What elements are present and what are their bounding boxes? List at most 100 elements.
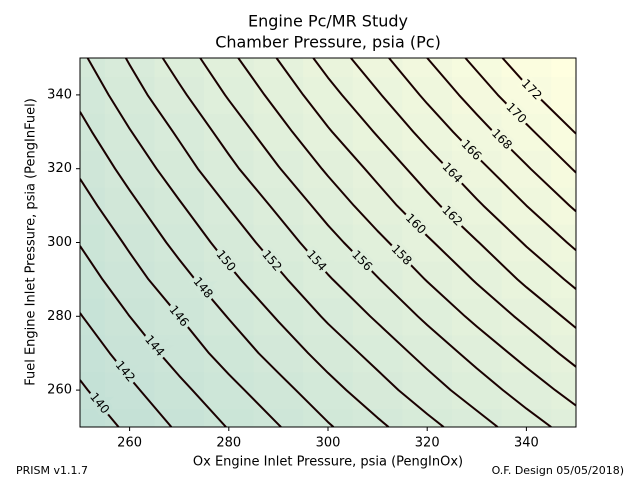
heat-cell <box>501 113 552 151</box>
heat-cell <box>352 334 403 373</box>
heat-cell <box>452 58 503 78</box>
x-tick-label: 260 <box>117 436 142 451</box>
heat-cell <box>204 113 255 151</box>
y-tick-label: 280 <box>47 309 72 324</box>
heat-cell <box>551 408 576 427</box>
contour-line <box>237 58 576 407</box>
heat-cell <box>452 297 503 336</box>
heat-cell <box>303 371 354 410</box>
heat-cell <box>253 260 304 299</box>
heat-cell <box>452 224 503 262</box>
heat-cell <box>452 187 503 225</box>
heat-cell <box>501 297 552 336</box>
contour-line <box>124 58 445 427</box>
x-tick-label: 300 <box>316 436 341 451</box>
heat-cell <box>501 58 552 78</box>
heat-cell <box>303 408 354 427</box>
heat-cell <box>551 76 576 114</box>
heat-cell <box>154 113 205 151</box>
heat-cell <box>352 76 403 114</box>
heat-cell <box>551 113 576 151</box>
y-tick-label: 320 <box>47 161 72 176</box>
heat-cell <box>253 187 304 225</box>
heat-cell <box>80 334 106 373</box>
heatmap <box>80 58 576 427</box>
heat-cell <box>154 187 205 225</box>
heat-cell <box>204 297 255 336</box>
heat-cell <box>204 408 255 427</box>
heat-cell <box>402 297 453 336</box>
heat-cell <box>303 113 354 151</box>
heat-cell <box>104 224 155 262</box>
contour-lines <box>80 58 576 427</box>
heat-cell <box>303 297 354 336</box>
footer-left: PRISM v1.1.7 <box>16 464 88 477</box>
chart-title: Engine Pc/MR Study <box>248 12 408 31</box>
heat-cell <box>551 334 576 373</box>
heat-cell <box>154 150 205 188</box>
heat-cell <box>104 58 155 78</box>
heat-cell <box>154 408 205 427</box>
contour-line <box>501 58 576 135</box>
heat-cell <box>154 334 205 373</box>
heat-cell <box>352 187 403 225</box>
heat-cell <box>80 150 106 188</box>
heat-cell <box>80 371 106 410</box>
heat-cell <box>154 58 205 78</box>
heat-cell <box>154 371 205 410</box>
heat-cell <box>551 224 576 262</box>
heat-cell <box>154 224 205 262</box>
y-tick-label: 300 <box>47 235 72 250</box>
footer-right: O.F. Design 05/05/2018) <box>492 464 624 477</box>
heat-cell <box>104 187 155 225</box>
x-tick-label: 340 <box>514 436 539 451</box>
heat-cell <box>80 408 106 427</box>
heat-cell <box>402 408 453 427</box>
contour-line <box>426 58 576 213</box>
contour-line <box>350 58 576 290</box>
heat-cell <box>80 260 106 299</box>
heat-cell <box>204 187 255 225</box>
contour-line <box>199 58 552 427</box>
heat-cell <box>452 371 503 410</box>
heat-cell <box>352 113 403 151</box>
heat-cell <box>501 260 552 299</box>
contour-line <box>80 178 282 427</box>
y-tick-label: 260 <box>47 383 72 398</box>
heat-cell <box>204 260 255 299</box>
heat-cell <box>80 187 106 225</box>
contour-line <box>86 58 390 427</box>
heat-cell <box>402 58 453 78</box>
heat-cell <box>104 113 155 151</box>
heat-cell <box>253 113 304 151</box>
heat-cell <box>452 408 503 427</box>
contour-line <box>275 58 576 368</box>
heat-cell <box>352 58 403 78</box>
contour-line <box>388 58 576 252</box>
y-tick-label: 340 <box>47 87 72 102</box>
heat-cell <box>104 408 155 427</box>
contour-line <box>312 58 576 329</box>
chart-subtitle: Chamber Pressure, psia (Pc) <box>215 33 441 52</box>
heat-cell <box>352 260 403 299</box>
heat-cell <box>352 297 403 336</box>
contour-line <box>161 58 499 427</box>
heat-cell <box>501 408 552 427</box>
contour-line <box>80 379 120 427</box>
heat-cell <box>204 334 255 373</box>
contour-line <box>80 245 227 427</box>
heat-cell <box>402 113 453 151</box>
heat-cell <box>204 76 255 114</box>
heat-cell <box>204 371 255 410</box>
heat-cell <box>501 371 552 410</box>
x-tick-label: 280 <box>216 436 241 451</box>
axes: 260 280 300 320 340 260 280 300 320 340 <box>47 87 539 450</box>
heat-cell <box>253 150 304 188</box>
heat-cell <box>402 371 453 410</box>
heat-cell <box>104 260 155 299</box>
heat-cell <box>551 297 576 336</box>
heat-cell <box>551 58 576 78</box>
heat-cell <box>402 260 453 299</box>
heat-cell <box>80 224 106 262</box>
